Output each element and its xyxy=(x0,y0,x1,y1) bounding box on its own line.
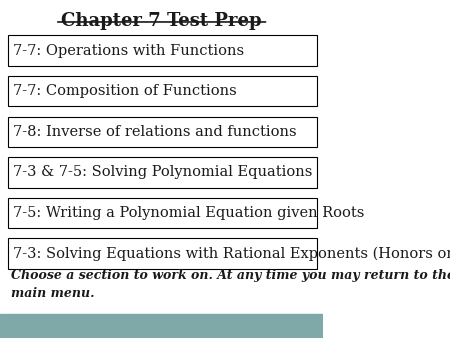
Bar xyxy=(0,314,323,338)
FancyBboxPatch shape xyxy=(8,238,317,269)
Text: Choose a section to work on. At any time you may return to the
main menu.: Choose a section to work on. At any time… xyxy=(11,269,450,300)
FancyBboxPatch shape xyxy=(8,198,317,228)
Text: 7-7: Composition of Functions: 7-7: Composition of Functions xyxy=(13,84,237,98)
Text: 7-8: Inverse of relations and functions: 7-8: Inverse of relations and functions xyxy=(13,125,297,139)
Text: 7-3 & 7-5: Solving Polynomial Equations: 7-3 & 7-5: Solving Polynomial Equations xyxy=(13,165,312,179)
FancyBboxPatch shape xyxy=(8,35,317,66)
FancyBboxPatch shape xyxy=(8,117,317,147)
FancyBboxPatch shape xyxy=(8,76,317,106)
Text: 7-3: Solving Equations with Rational Exponents (Honors only): 7-3: Solving Equations with Rational Exp… xyxy=(13,246,450,261)
FancyBboxPatch shape xyxy=(8,157,317,188)
Text: 7-5: Writing a Polynomial Equation given Roots: 7-5: Writing a Polynomial Equation given… xyxy=(13,206,364,220)
Text: 7-7: Operations with Functions: 7-7: Operations with Functions xyxy=(13,44,244,58)
Text: Chapter 7 Test Prep: Chapter 7 Test Prep xyxy=(61,12,262,30)
